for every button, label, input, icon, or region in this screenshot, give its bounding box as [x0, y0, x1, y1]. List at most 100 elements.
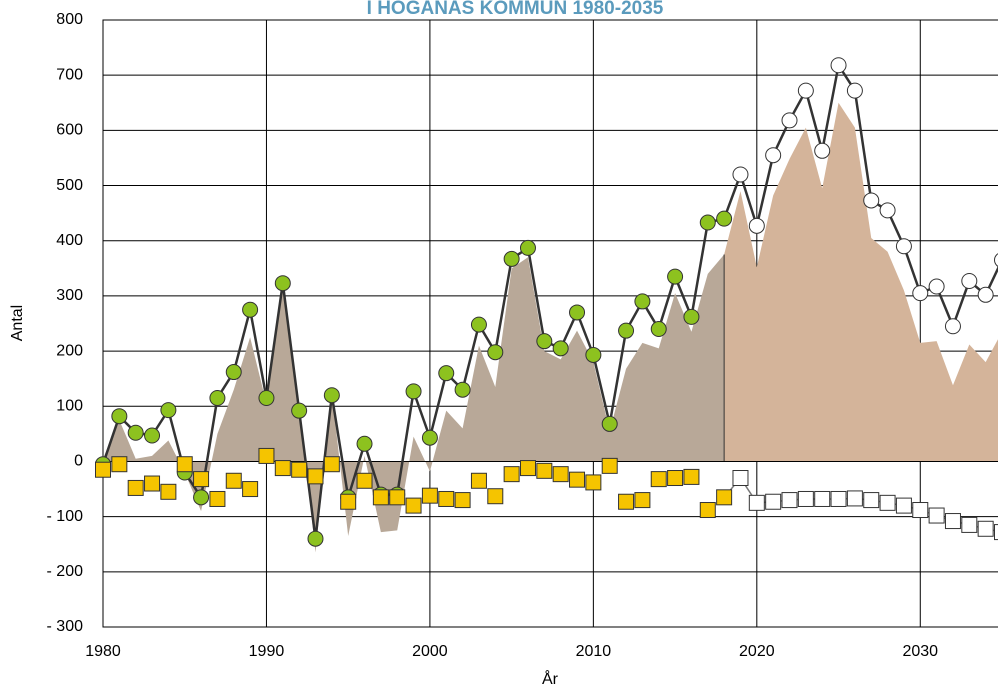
point [879, 494, 896, 511]
point [912, 285, 929, 302]
y-tick-label: 700 [56, 66, 83, 83]
y-tick-label: - 200 [47, 563, 84, 580]
point [421, 429, 438, 446]
point [258, 447, 275, 464]
y-tick-label: 100 [56, 397, 83, 414]
point [519, 460, 536, 477]
point [961, 516, 978, 533]
point [95, 461, 111, 478]
point [846, 490, 863, 507]
point [144, 427, 161, 444]
x-tick-label: 1990 [249, 643, 285, 660]
point [928, 507, 945, 524]
point [781, 492, 798, 509]
point [487, 488, 504, 505]
point [814, 142, 831, 159]
point [585, 346, 602, 363]
point [225, 364, 242, 381]
y-tick-label: - 300 [47, 618, 84, 635]
point [961, 273, 978, 290]
area [724, 102, 998, 462]
point [323, 387, 340, 404]
point [389, 489, 406, 506]
point [356, 435, 373, 452]
point [454, 492, 471, 509]
chart-title: I HÖGANÄS KOMMUN 1980-2035 [367, 0, 664, 19]
point [291, 461, 308, 478]
point [634, 293, 651, 310]
y-tick-label: 300 [56, 287, 83, 304]
point [879, 202, 896, 219]
point [160, 402, 177, 419]
point [765, 493, 782, 510]
point [601, 415, 618, 432]
point [193, 489, 210, 506]
point [111, 456, 128, 473]
point [258, 389, 275, 406]
x-tick-label: 2030 [902, 643, 938, 660]
point [242, 301, 259, 318]
point [699, 214, 716, 231]
point [176, 456, 193, 473]
point [552, 340, 569, 357]
point [994, 253, 998, 267]
point [732, 470, 749, 487]
point [732, 166, 749, 183]
x-tick-label: 1980 [85, 643, 121, 660]
x-tick-label: 2000 [412, 643, 448, 660]
point [225, 472, 242, 489]
point [470, 316, 487, 333]
point [618, 322, 635, 339]
point [846, 82, 863, 99]
point [618, 493, 635, 510]
point [944, 318, 961, 335]
point [977, 286, 994, 303]
point [863, 492, 880, 509]
point [977, 520, 994, 537]
point [323, 456, 340, 473]
point [830, 57, 847, 74]
y-axis-label: Antal [9, 305, 26, 341]
point [748, 217, 765, 234]
point [274, 275, 291, 292]
point [536, 333, 553, 350]
point [454, 381, 471, 398]
y-tick-label: 0 [74, 453, 83, 470]
point [748, 494, 765, 511]
point [438, 365, 455, 382]
point [994, 524, 998, 541]
point [601, 457, 618, 474]
point [536, 462, 553, 479]
point [340, 493, 357, 510]
x-axis-label: År [542, 669, 559, 688]
x-tick-label: 2010 [576, 643, 612, 660]
point [111, 408, 128, 425]
point [209, 389, 226, 406]
point [944, 513, 961, 530]
point [912, 502, 929, 519]
y-tick-label: - 100 [47, 508, 84, 525]
point [585, 474, 602, 491]
point [863, 192, 880, 209]
point [683, 308, 700, 325]
point [716, 210, 733, 227]
point [372, 489, 389, 506]
point [438, 490, 455, 507]
point [405, 497, 422, 514]
point [830, 490, 847, 507]
point [552, 466, 569, 483]
point [307, 530, 324, 547]
point [569, 304, 586, 321]
y-tick-label: 500 [56, 177, 83, 194]
point [781, 112, 798, 129]
point [421, 487, 438, 504]
point [160, 483, 177, 500]
point [291, 402, 308, 419]
point [797, 82, 814, 99]
x-tick-label: 2020 [739, 643, 775, 660]
point [307, 468, 324, 485]
point [487, 344, 504, 361]
point [797, 490, 814, 507]
point [470, 472, 487, 489]
